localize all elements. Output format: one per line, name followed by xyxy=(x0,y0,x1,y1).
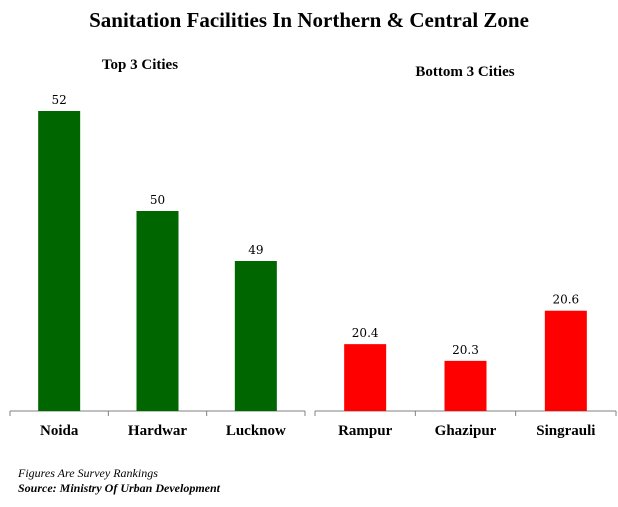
category-label: Hardwar xyxy=(128,423,188,439)
category-label: Lucknow xyxy=(226,423,286,439)
bar xyxy=(234,261,277,411)
data-label: 20.3 xyxy=(452,343,479,357)
data-label: 49 xyxy=(248,243,263,257)
category-label: Singrauli xyxy=(536,423,595,439)
data-label: 50 xyxy=(150,193,165,207)
bar xyxy=(444,360,487,411)
bar xyxy=(544,310,587,411)
bar xyxy=(136,211,179,411)
panel-title-bottom: Bottom 3 Cities xyxy=(415,64,515,80)
footnote: Figures Are Survey Rankings xyxy=(18,466,158,480)
category-label: Ghazipur xyxy=(435,423,497,439)
chart-title: Sanitation Facilities In Northern & Cent… xyxy=(89,8,529,32)
bar xyxy=(344,344,387,411)
panel-title-top: Top 3 Cities xyxy=(101,57,179,73)
source-note: Source: Ministry Of Urban Development xyxy=(18,481,220,495)
category-label: Rampur xyxy=(338,423,393,439)
data-label: 20.6 xyxy=(552,293,579,307)
data-label: 52 xyxy=(52,93,67,107)
bar xyxy=(38,111,81,411)
data-label: 20.4 xyxy=(352,326,379,340)
category-label: Noida xyxy=(40,423,79,439)
